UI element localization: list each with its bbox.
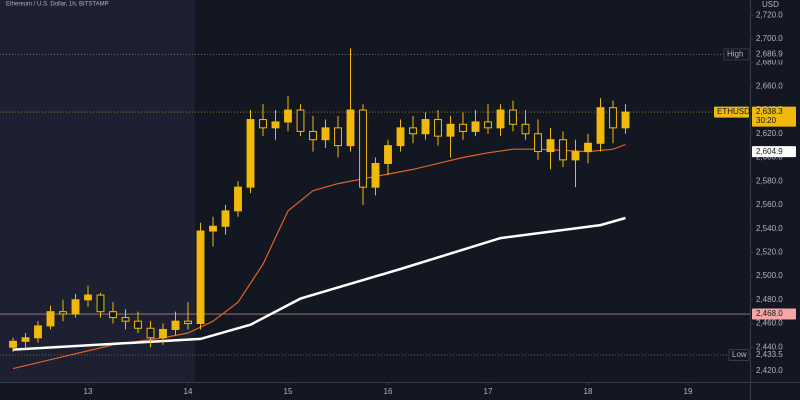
x-tick-label: 19 <box>684 387 693 396</box>
candle-body <box>59 311 67 315</box>
price-label: 2,433.5 <box>756 350 783 359</box>
candle-body <box>559 139 567 161</box>
candle-body <box>209 225 217 232</box>
candle-body <box>34 325 42 339</box>
y-tick-label: 2,680.0 <box>756 58 783 67</box>
candle-body <box>346 109 355 147</box>
x-tick-label: 13 <box>84 387 93 396</box>
candle-body <box>621 111 630 129</box>
price-name-box <box>723 48 750 61</box>
candle-body <box>9 340 17 348</box>
candle-body <box>509 109 517 125</box>
candle-body <box>446 123 455 137</box>
x-tick-label: 18 <box>584 387 593 396</box>
candle-body <box>596 107 605 144</box>
y-tick-label: 2,420.0 <box>756 366 783 375</box>
y-tick-label: 2,540.0 <box>756 224 783 233</box>
candle-body <box>609 107 617 129</box>
candle-body <box>571 151 580 161</box>
candle-body <box>96 294 105 313</box>
candle-body <box>421 119 430 135</box>
y-axis-label: USD <box>762 0 779 9</box>
y-tick-label: 2,440.0 <box>756 342 783 351</box>
candle-body <box>321 127 330 141</box>
candle-body <box>459 123 467 132</box>
price-name: Low <box>732 350 747 359</box>
candle-body <box>496 109 505 129</box>
candle-body <box>534 133 542 153</box>
y-tick-label: 2,580.0 <box>756 176 783 185</box>
candle-body <box>309 130 317 141</box>
x-tick-label: 15 <box>284 387 293 396</box>
candle-body <box>484 121 492 129</box>
candle-body <box>334 127 342 147</box>
price-label: 2,468.0 <box>756 309 783 318</box>
price-name: ETHUSD <box>717 107 750 116</box>
price-label-box <box>752 106 796 127</box>
candle-body <box>46 311 55 327</box>
candle-body <box>259 119 267 129</box>
candle-body <box>409 127 417 135</box>
candle-body <box>284 109 292 123</box>
candle-body <box>371 162 380 188</box>
price-label: 2,604.9 <box>756 147 783 156</box>
candle-body <box>234 186 242 212</box>
price-countdown: 30:20 <box>756 116 777 125</box>
price-name-box <box>714 106 749 118</box>
price-label-box <box>752 308 796 320</box>
candle-body <box>146 327 155 339</box>
x-tick-label: 14 <box>184 387 193 396</box>
candle-body <box>546 139 555 153</box>
price-label-box <box>752 349 796 361</box>
x-tick-label: 17 <box>484 387 493 396</box>
candle-body <box>584 142 592 153</box>
candle-body <box>246 119 255 188</box>
x-tick-label: 16 <box>384 387 393 396</box>
candle-body <box>396 127 405 147</box>
y-tick-label: 2,500.0 <box>756 271 783 280</box>
price-label-box <box>752 146 796 158</box>
y-tick-label: 2,560.0 <box>756 200 783 209</box>
y-tick-label: 2,700.0 <box>756 34 783 43</box>
candle-body <box>121 317 130 322</box>
candle-body <box>134 320 142 329</box>
candle-body <box>171 320 180 330</box>
price-name-box <box>728 348 750 361</box>
candle-body <box>71 299 80 315</box>
price-label: 2,686.9 <box>756 50 783 59</box>
candle-body <box>359 109 367 188</box>
price-name: High <box>727 50 743 59</box>
price-label: 2,638.3 <box>756 107 783 116</box>
y-tick-label: 2,720.0 <box>756 10 783 19</box>
candle-body <box>471 121 480 132</box>
chart-title: Ethereum / U.S. Dollar, 1h, BITSTAMP <box>6 2 109 8</box>
price-label-box <box>752 48 796 60</box>
candle-body <box>21 337 30 342</box>
candle-body <box>521 123 530 135</box>
candle-body <box>221 210 230 227</box>
y-tick-label: 2,620.0 <box>756 129 783 138</box>
candle-body <box>159 328 167 339</box>
candle-body <box>109 311 117 319</box>
candle-body <box>196 230 205 325</box>
session-shade <box>0 0 195 382</box>
y-tick-label: 2,480.0 <box>756 295 783 304</box>
candle-body <box>271 121 280 129</box>
candle-body <box>184 320 192 325</box>
y-tick-label: 2,460.0 <box>756 319 783 328</box>
candle-body <box>434 119 442 137</box>
candle-body <box>296 109 305 132</box>
y-tick-label: 2,660.0 <box>756 81 783 90</box>
moving-average <box>12 216 626 351</box>
y-tick-label: 2,520.0 <box>756 247 783 256</box>
candle-body <box>84 294 92 301</box>
candle-body <box>384 145 392 164</box>
